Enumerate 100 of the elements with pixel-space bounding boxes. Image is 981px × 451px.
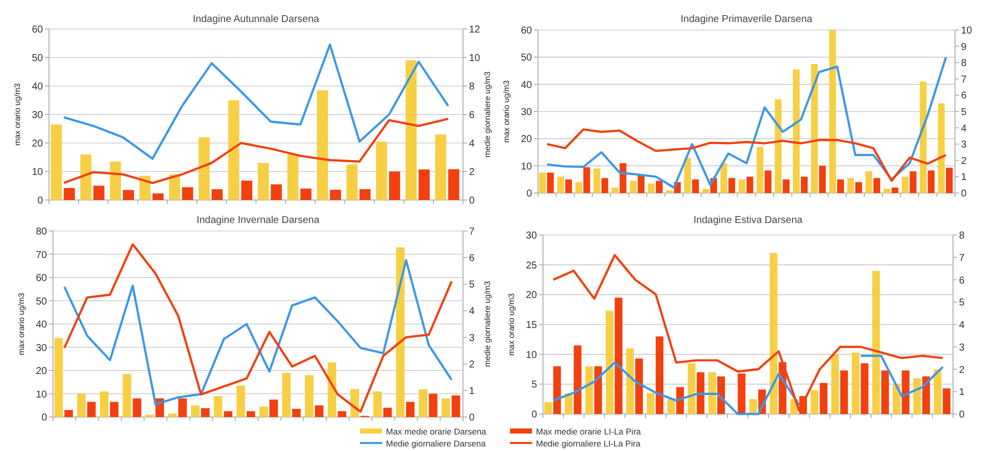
bar bbox=[93, 186, 104, 200]
bar bbox=[330, 190, 341, 200]
bar bbox=[656, 336, 664, 414]
bar bbox=[860, 363, 868, 414]
y-tick-label: 80 bbox=[36, 226, 48, 238]
y2-tick-label: 2 bbox=[961, 156, 967, 167]
y2-tick-label: 3 bbox=[961, 140, 967, 151]
bar bbox=[557, 176, 564, 193]
bar bbox=[360, 189, 371, 200]
bar bbox=[684, 158, 691, 193]
bar bbox=[881, 370, 889, 414]
bar bbox=[346, 164, 358, 200]
bar bbox=[292, 408, 301, 417]
bar bbox=[910, 171, 916, 193]
y2-axis-title: medie giornaliere ug/m3 bbox=[483, 280, 492, 367]
y2-tick-label: 8 bbox=[469, 82, 475, 92]
bar bbox=[792, 69, 800, 193]
bar bbox=[782, 179, 790, 193]
bar bbox=[224, 411, 232, 417]
bar bbox=[212, 189, 223, 200]
bar bbox=[620, 163, 626, 193]
y2-tick-label: 10 bbox=[469, 53, 481, 64]
y2-tick-label: 6 bbox=[961, 90, 967, 102]
y2-tick-label: 8 bbox=[961, 58, 967, 70]
bar bbox=[201, 408, 210, 417]
y2-tick-label: 2 bbox=[469, 359, 475, 370]
y-tick-label: 30 bbox=[520, 107, 532, 118]
bar bbox=[214, 396, 222, 417]
bar bbox=[928, 170, 935, 193]
bar bbox=[110, 402, 118, 417]
bar bbox=[688, 363, 696, 414]
y2-tick-label: 9 bbox=[961, 42, 967, 53]
bar bbox=[585, 366, 593, 414]
bar bbox=[314, 405, 324, 417]
bar bbox=[77, 394, 86, 417]
bar bbox=[448, 169, 460, 200]
y2-tick-label: 6 bbox=[469, 253, 475, 264]
y-axis-title: max orario ug/m3 bbox=[502, 80, 511, 143]
y-axis-title: max orario ug/m3 bbox=[13, 82, 22, 146]
bar bbox=[64, 410, 73, 417]
y-tick-label: 30 bbox=[526, 230, 538, 242]
y-tick-label: 15 bbox=[526, 320, 538, 331]
bar bbox=[122, 190, 134, 200]
bar bbox=[316, 90, 328, 200]
y-tick-label: 60 bbox=[520, 26, 532, 36]
bar bbox=[110, 162, 121, 200]
bar bbox=[328, 362, 336, 417]
y2-tick-label: 7 bbox=[959, 252, 965, 264]
bar bbox=[178, 398, 187, 417]
y-tick-label: 25 bbox=[526, 260, 538, 272]
line-series bbox=[552, 254, 944, 412]
bar bbox=[774, 99, 782, 193]
line-series bbox=[546, 56, 948, 189]
y-tick-label: 60 bbox=[36, 273, 48, 284]
bar bbox=[442, 398, 450, 417]
bar bbox=[746, 176, 754, 193]
bar bbox=[553, 366, 561, 414]
bar bbox=[80, 154, 92, 200]
bar bbox=[396, 247, 405, 417]
y-tick-label: 60 bbox=[32, 24, 44, 36]
bar bbox=[855, 182, 862, 193]
bar bbox=[676, 387, 684, 414]
bar bbox=[544, 402, 552, 414]
bar bbox=[182, 187, 194, 200]
bar bbox=[708, 372, 716, 414]
chart-title: Indagine Invernale Darsena bbox=[196, 215, 320, 226]
bar bbox=[435, 134, 446, 200]
bar bbox=[764, 170, 772, 193]
line-series bbox=[62, 44, 450, 160]
bar bbox=[938, 103, 945, 193]
y2-tick-label: 0 bbox=[469, 196, 475, 206]
bar bbox=[338, 411, 346, 417]
legend-label: Max medie orarie Darsena bbox=[386, 426, 486, 436]
bar bbox=[418, 170, 430, 200]
bar bbox=[820, 382, 828, 414]
y-tick-label: 40 bbox=[36, 320, 48, 330]
bar bbox=[666, 190, 673, 193]
y2-tick-label: 4 bbox=[469, 138, 475, 150]
legend-label: Medie giornaliere LI-La Pira bbox=[536, 438, 641, 448]
bar bbox=[373, 391, 382, 417]
bar bbox=[738, 179, 746, 193]
bar bbox=[831, 354, 839, 414]
y2-tick-label: 4 bbox=[959, 320, 965, 331]
bar bbox=[565, 179, 572, 193]
bar bbox=[648, 183, 655, 193]
bar bbox=[539, 172, 546, 193]
y2-tick-label: 5 bbox=[959, 298, 965, 309]
bar bbox=[270, 184, 282, 200]
y-tick-label: 0 bbox=[531, 410, 538, 420]
y2-tick-label: 7 bbox=[961, 74, 967, 86]
bar bbox=[282, 372, 291, 417]
bar bbox=[837, 179, 844, 193]
bar bbox=[756, 146, 764, 193]
bar bbox=[829, 30, 836, 193]
bar bbox=[630, 180, 637, 193]
bar bbox=[406, 402, 415, 417]
y-tick-label: 0 bbox=[526, 188, 532, 200]
bar bbox=[646, 393, 654, 414]
bar bbox=[902, 176, 908, 193]
bar bbox=[300, 188, 312, 200]
